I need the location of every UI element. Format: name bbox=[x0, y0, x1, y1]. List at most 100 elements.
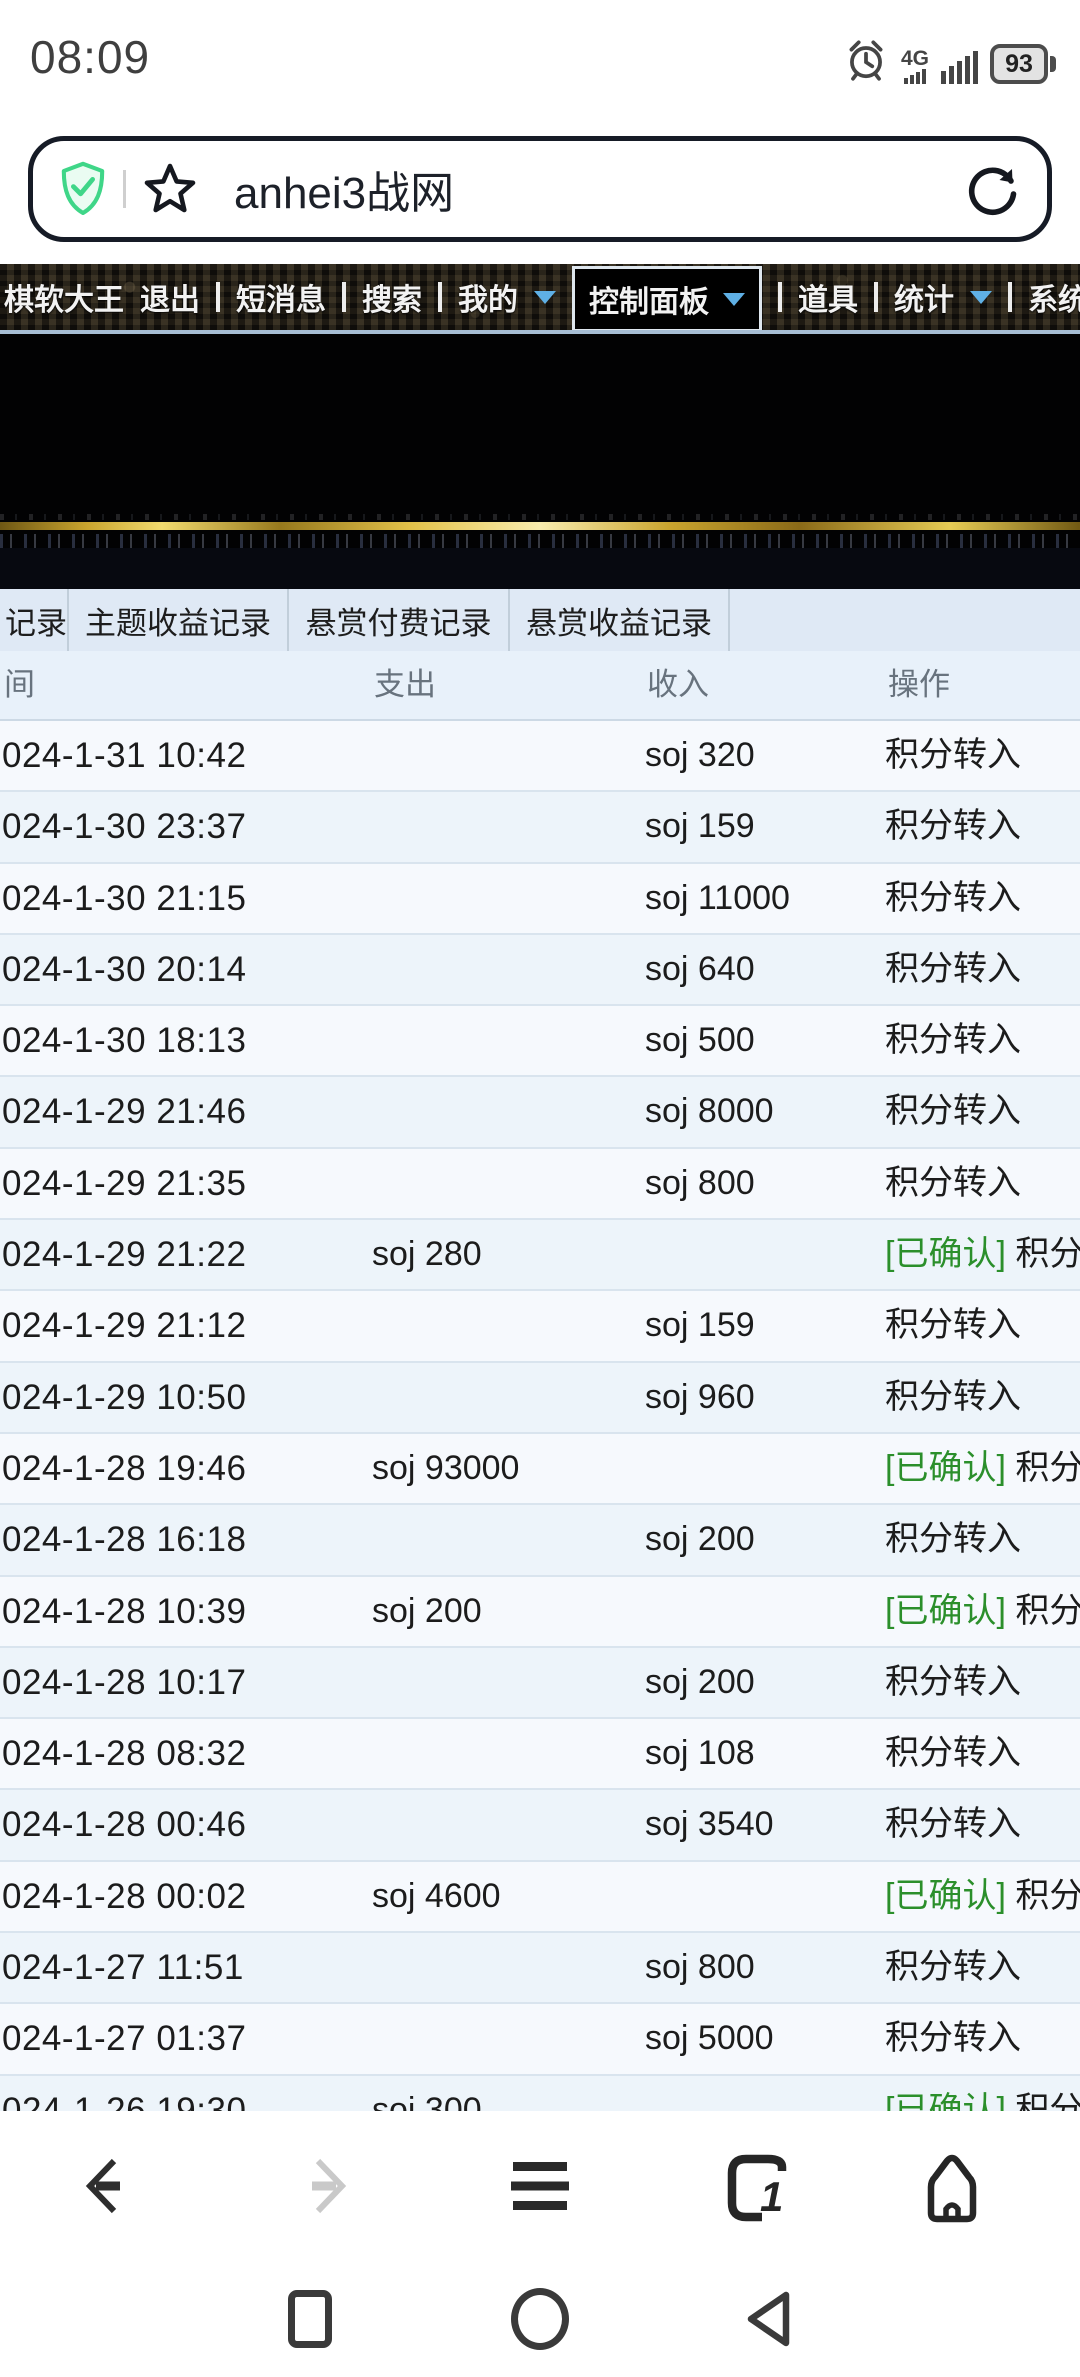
refresh-icon[interactable] bbox=[965, 161, 1021, 217]
action-label: 积分转入 bbox=[885, 807, 1021, 846]
action-label: 积分转入 bbox=[885, 878, 1021, 917]
cell-income: soj 200 bbox=[645, 1662, 755, 1701]
home-icon[interactable] bbox=[917, 2149, 987, 2223]
battery-icon: 93 bbox=[990, 44, 1056, 84]
tab-2[interactable]: 悬赏付费记录 bbox=[289, 589, 510, 651]
nav-item-selected[interactable]: 控制面板 bbox=[572, 266, 762, 330]
table-row: 024-1-30 21:15 soj 11000 积分转入 bbox=[0, 863, 1080, 935]
cell-action: [已确认] 积分转入 bbox=[885, 1862, 1080, 1931]
recents-square-icon[interactable] bbox=[288, 2290, 332, 2348]
cell-action: 积分转入 bbox=[885, 1149, 1021, 1218]
cell-income: soj 800 bbox=[645, 1163, 755, 1202]
col-header-time: 间 bbox=[4, 667, 35, 702]
forward-arrow-icon[interactable] bbox=[292, 2151, 362, 2221]
cell-action: [已确认] 积分转入 bbox=[885, 1220, 1080, 1289]
cell-income: soj 320 bbox=[645, 736, 755, 774]
action-label: 积分转入 bbox=[885, 1662, 1021, 1701]
url-text[interactable]: anhei3战网 bbox=[234, 169, 455, 218]
cell-income: soj 960 bbox=[645, 1377, 755, 1416]
cell-action: 积分转入 bbox=[885, 1291, 1021, 1360]
cell-action: 积分转入 bbox=[885, 1077, 1021, 1146]
star-icon[interactable] bbox=[142, 161, 198, 217]
nav-item-5[interactable]: 搜索 bbox=[362, 284, 422, 317]
alarm-icon bbox=[849, 40, 883, 81]
tab-label: 记录 bbox=[5, 605, 67, 641]
table-row: 024-1-29 21:46 soj 8000 积分转入 bbox=[0, 1077, 1080, 1149]
cell-expense: soj 4600 bbox=[372, 1876, 501, 1915]
banner-bottom-shade bbox=[0, 548, 1080, 589]
action-label: 积分转入 bbox=[1015, 1591, 1080, 1630]
nav-item-label: 控制面板 bbox=[589, 286, 709, 319]
chevron-down-icon[interactable] bbox=[534, 290, 556, 304]
table-row: 024-1-28 16:18 soj 200 积分转入 bbox=[0, 1505, 1080, 1577]
nav-item-7[interactable]: 我的 bbox=[458, 284, 518, 317]
tab-count-number: 1 bbox=[760, 2173, 783, 2220]
table-row: 024-1-30 23:37 soj 159 积分转入 bbox=[0, 792, 1080, 864]
cell-action: [已确认] 积分转入 bbox=[885, 1577, 1080, 1646]
tab-count-icon[interactable]: 1 bbox=[722, 2147, 792, 2225]
action-label: 积分转入 bbox=[1015, 2090, 1080, 2111]
nav-divider bbox=[1008, 282, 1012, 312]
tab-1[interactable]: 主题收益记录 bbox=[69, 589, 289, 651]
tab-3[interactable]: 悬赏收益记录 bbox=[510, 589, 730, 651]
chevron-down-icon[interactable] bbox=[970, 290, 992, 304]
cell-time: 024-1-28 00:02 bbox=[2, 1876, 247, 1916]
table-header: 间 支出 收入 操作 bbox=[0, 651, 1080, 721]
cell-income: soj 3540 bbox=[645, 1805, 774, 1844]
cell-action: 积分转入 bbox=[885, 1719, 1021, 1788]
table-row: 024-1-29 21:12 soj 159 积分转入 bbox=[0, 1291, 1080, 1363]
nav-divider bbox=[438, 282, 442, 312]
cell-time: 024-1-29 21:22 bbox=[2, 1235, 247, 1275]
cell-time: 024-1-30 23:37 bbox=[2, 807, 247, 847]
action-label: 积分转入 bbox=[885, 1306, 1021, 1345]
cell-action: 积分转入 bbox=[885, 1648, 1021, 1717]
col-header-expense: 支出 bbox=[374, 667, 436, 702]
confirmed-badge: [已确认] bbox=[885, 1876, 1016, 1915]
action-label: 积分转入 bbox=[1015, 1448, 1080, 1487]
nav-item-0[interactable]: 棋软大王 bbox=[4, 284, 124, 317]
action-label: 积分转入 bbox=[885, 1805, 1021, 1844]
cell-action: 积分转入 bbox=[885, 721, 1021, 790]
cell-action: 积分转入 bbox=[885, 2004, 1021, 2073]
nav-item-11[interactable]: 道具 bbox=[798, 284, 858, 317]
cell-expense: soj 200 bbox=[372, 1591, 482, 1630]
game-banner-image bbox=[0, 334, 1080, 589]
banner-dust-line bbox=[0, 514, 1080, 520]
cell-income: soj 11000 bbox=[645, 878, 790, 917]
home-circle-icon[interactable] bbox=[511, 2288, 569, 2350]
action-label: 积分转入 bbox=[885, 1092, 1021, 1131]
record-table: 024-1-31 10:42 soj 320 积分转入 024-1-30 23:37 s… bbox=[0, 721, 1080, 2111]
tab-0[interactable]: 记录 bbox=[0, 589, 69, 651]
cell-income: soj 159 bbox=[645, 807, 755, 846]
table-row: 024-1-28 19:46 soj 93000 [已确认] 积分转入 bbox=[0, 1433, 1080, 1506]
back-arrow-icon[interactable] bbox=[70, 2151, 140, 2221]
cell-expense: soj 300 bbox=[372, 2090, 482, 2111]
confirmed-badge: [已确认] bbox=[885, 1448, 1016, 1487]
banner-gold-line bbox=[0, 522, 1080, 530]
table-row: 024-1-28 10:39 soj 200 [已确认] 积分转入 bbox=[0, 1576, 1080, 1648]
table-row: 024-1-27 11:51 soj 800 积分转入 bbox=[0, 1933, 1080, 2005]
nav-item-1[interactable]: 退出 bbox=[140, 284, 200, 317]
action-label: 积分转入 bbox=[1015, 1876, 1080, 1915]
nav-item-16[interactable]: 系统设置 bbox=[1028, 284, 1080, 317]
cell-expense: soj 280 bbox=[372, 1235, 482, 1274]
action-label: 积分转入 bbox=[885, 736, 1021, 774]
shield-check-icon[interactable] bbox=[59, 161, 107, 217]
confirmed-badge: [已确认] bbox=[885, 1235, 1016, 1274]
url-bar[interactable]: anhei3战网 bbox=[28, 136, 1052, 242]
table-row: 024-1-29 10:50 soj 960 积分转入 bbox=[0, 1362, 1080, 1434]
col-header-income: 收入 bbox=[647, 667, 709, 702]
action-label: 积分转入 bbox=[885, 949, 1021, 988]
tab-label: 悬赏收益记录 bbox=[526, 605, 712, 641]
back-triangle-icon[interactable] bbox=[742, 2288, 794, 2350]
cell-action: [已确认] 积分转入 bbox=[885, 2076, 1080, 2111]
cell-time: 024-1-30 20:14 bbox=[2, 949, 247, 989]
cell-time: 024-1-28 08:32 bbox=[2, 1734, 247, 1774]
nav-item-13[interactable]: 统计 bbox=[894, 284, 954, 317]
cell-income: soj 5000 bbox=[645, 2019, 774, 2058]
nav-item-3[interactable]: 短消息 bbox=[236, 284, 326, 317]
action-label: 积分转入 bbox=[885, 1377, 1021, 1416]
cell-time: 024-1-31 10:42 bbox=[2, 736, 247, 775]
cell-time: 024-1-27 11:51 bbox=[2, 1948, 244, 1988]
menu-icon[interactable] bbox=[505, 2151, 575, 2221]
